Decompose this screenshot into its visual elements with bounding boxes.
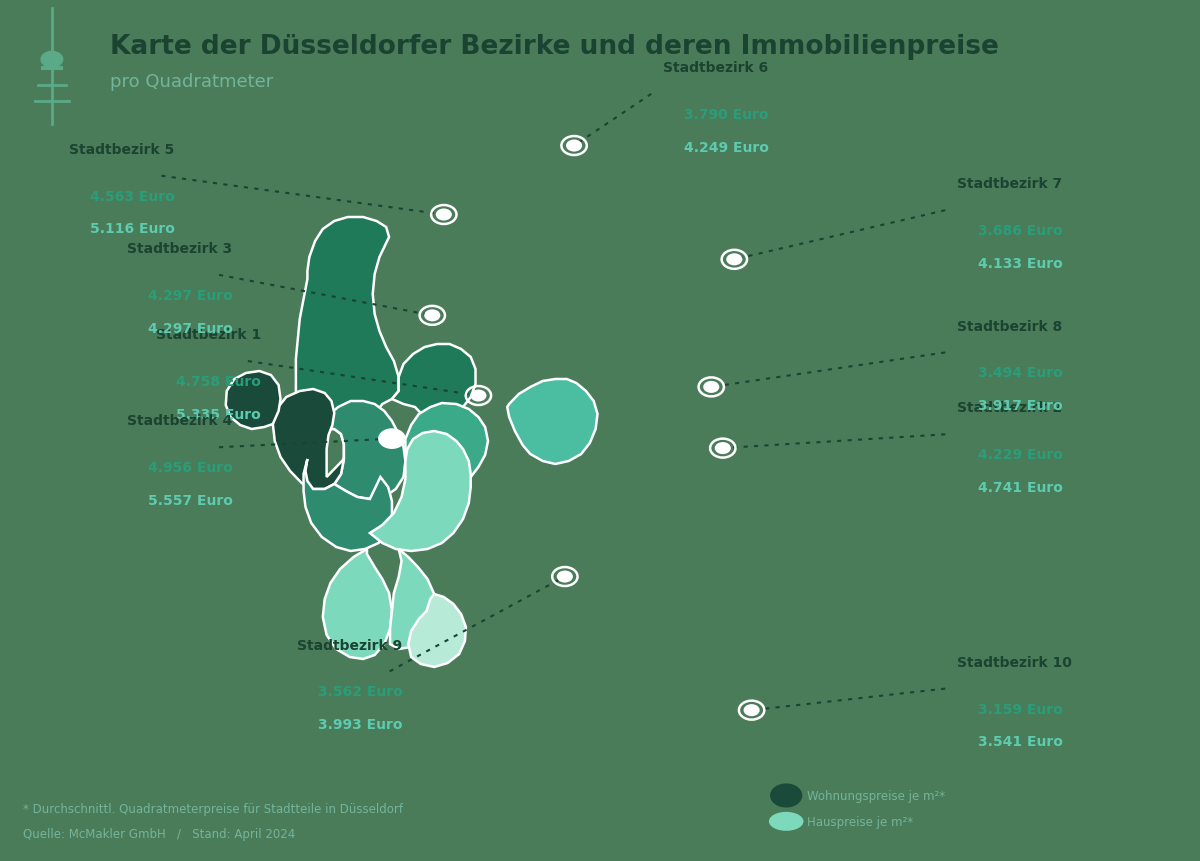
Text: Stadtbezirk 7: Stadtbezirk 7	[956, 177, 1062, 191]
Circle shape	[378, 429, 406, 449]
Text: 4.133 Euro: 4.133 Euro	[978, 257, 1062, 270]
Text: 3.159 Euro: 3.159 Euro	[978, 702, 1062, 715]
Text: Stadtbezirk 9: Stadtbezirk 9	[298, 638, 402, 652]
Circle shape	[715, 443, 731, 455]
Text: 3.790 Euro: 3.790 Euro	[684, 108, 768, 121]
Text: * Durchschnittl. Quadratmeterpreise für Stadtteile in Düsseldorf: * Durchschnittl. Quadratmeterpreise für …	[23, 802, 403, 815]
Circle shape	[744, 704, 760, 716]
Text: 3.917 Euro: 3.917 Euro	[978, 399, 1062, 412]
Polygon shape	[307, 401, 406, 499]
Text: Stadtbezirk 1: Stadtbezirk 1	[156, 328, 260, 342]
Text: 3.494 Euro: 3.494 Euro	[978, 366, 1062, 380]
Circle shape	[470, 390, 486, 402]
Text: Hauspreise je m²*: Hauspreise je m²*	[806, 815, 913, 828]
Text: 5.116 Euro: 5.116 Euro	[90, 222, 175, 236]
Text: 4.563 Euro: 4.563 Euro	[90, 189, 175, 203]
Text: 3.541 Euro: 3.541 Euro	[978, 734, 1062, 748]
Text: Stadtbezirk 2: Stadtbezirk 2	[956, 401, 1062, 415]
Polygon shape	[226, 372, 281, 430]
Polygon shape	[272, 389, 344, 489]
Text: 4.229 Euro: 4.229 Euro	[978, 448, 1062, 461]
Polygon shape	[392, 344, 475, 419]
Text: 5.557 Euro: 5.557 Euro	[148, 493, 233, 507]
Circle shape	[557, 571, 572, 583]
Text: 3.562 Euro: 3.562 Euro	[318, 684, 403, 698]
Text: pro Quadratmeter: pro Quadratmeter	[109, 73, 272, 91]
Circle shape	[703, 381, 719, 393]
Circle shape	[726, 254, 743, 266]
Circle shape	[436, 209, 452, 221]
Text: 3.686 Euro: 3.686 Euro	[978, 224, 1062, 238]
Text: Stadtbezirk 8: Stadtbezirk 8	[956, 319, 1062, 333]
Text: 4.297 Euro: 4.297 Euro	[148, 288, 233, 302]
Text: Stadtbezirk 3: Stadtbezirk 3	[127, 242, 232, 256]
Polygon shape	[408, 594, 466, 667]
Text: Stadtbezirk 6: Stadtbezirk 6	[662, 61, 768, 75]
Ellipse shape	[769, 812, 804, 831]
Polygon shape	[323, 549, 392, 660]
Polygon shape	[304, 460, 392, 551]
Text: Stadtbezirk 4: Stadtbezirk 4	[127, 414, 232, 428]
Circle shape	[41, 52, 64, 69]
Circle shape	[566, 140, 582, 152]
Polygon shape	[370, 431, 470, 551]
Text: Stadtbezirk 10: Stadtbezirk 10	[956, 655, 1072, 669]
Text: 5.335 Euro: 5.335 Euro	[176, 407, 262, 421]
Circle shape	[425, 310, 440, 322]
Text: 4.741 Euro: 4.741 Euro	[978, 480, 1062, 494]
Text: 4.297 Euro: 4.297 Euro	[148, 321, 233, 335]
Text: Quelle: McMakler GmbH   /   Stand: April 2024: Quelle: McMakler GmbH / Stand: April 202…	[23, 827, 295, 839]
Polygon shape	[296, 218, 398, 498]
Text: 4.758 Euro: 4.758 Euro	[176, 375, 262, 388]
Text: 3.993 Euro: 3.993 Euro	[318, 717, 403, 731]
Text: Karte der Düsseldorfer Bezirke und deren Immobilienpreise: Karte der Düsseldorfer Bezirke und deren…	[109, 34, 998, 60]
Polygon shape	[390, 549, 436, 649]
Text: 4.249 Euro: 4.249 Euro	[684, 140, 768, 154]
Polygon shape	[406, 404, 488, 486]
Polygon shape	[508, 380, 598, 464]
Text: Stadtbezirk 5: Stadtbezirk 5	[70, 143, 174, 157]
Text: Wohnungspreise je m²*: Wohnungspreise je m²*	[806, 789, 946, 802]
Circle shape	[770, 784, 803, 808]
Text: 4.956 Euro: 4.956 Euro	[148, 461, 233, 474]
